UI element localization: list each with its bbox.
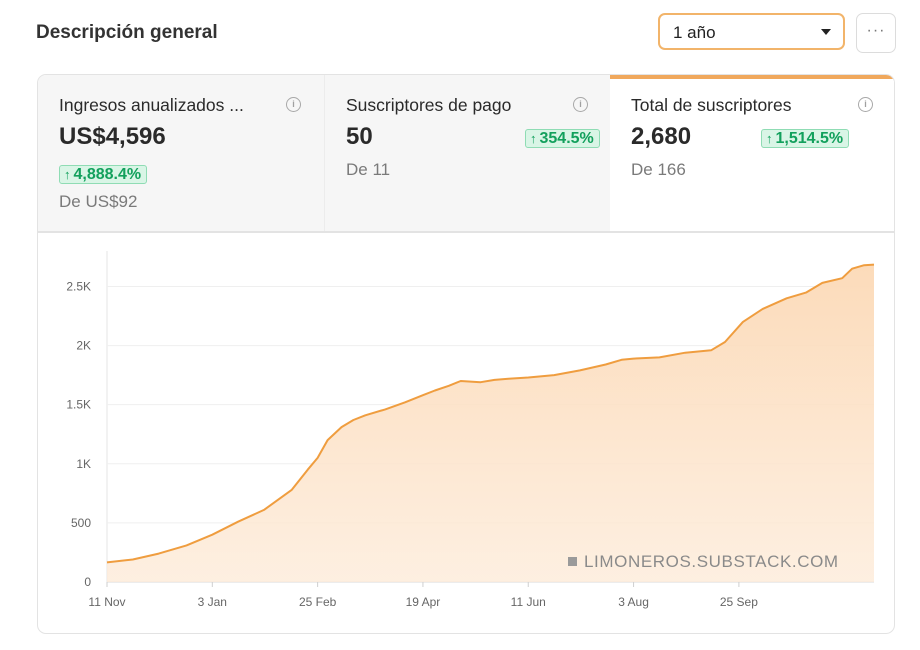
info-icon[interactable]: i (286, 97, 301, 112)
x-tick-label: 25 Feb (299, 595, 337, 609)
series-area (107, 264, 874, 582)
info-icon[interactable]: i (858, 97, 873, 112)
y-tick-label: 1.5K (66, 398, 91, 412)
stat-tab-total-subscribers[interactable]: Total de suscriptores i 2,680 ↑ 1,514.5% … (610, 75, 894, 231)
stat-label: Total de suscriptores (631, 95, 792, 115)
stat-label: Ingresos anualizados ... (59, 95, 244, 115)
y-tick-label: 2.5K (66, 279, 91, 293)
stat-value: 2,680 (631, 123, 692, 150)
substack-icon (568, 557, 577, 566)
period-select-value: 1 año (673, 23, 716, 42)
series-line (106, 263, 875, 564)
stat-previous: De 166 (631, 160, 686, 179)
x-tick-label: 3 Aug (618, 595, 649, 609)
change-badge: ↑ 4,888.4% (59, 165, 148, 184)
y-tick-label: 500 (71, 516, 91, 530)
stat-value: US$4,596 (59, 123, 166, 150)
arrow-up-icon: ↑ (766, 131, 773, 146)
change-value: 1,514.5% (775, 130, 844, 147)
period-select[interactable]: 1 año (658, 13, 845, 50)
y-tick-label: 1K (76, 457, 91, 471)
stat-previous: De US$92 (59, 192, 138, 211)
stat-tab-paid-subscribers[interactable]: Suscriptores de pago i 50 ↑ 354.5% De 11 (324, 75, 610, 231)
chevron-down-icon (821, 29, 831, 35)
change-value: 354.5% (539, 130, 594, 147)
page-title: Descripción general (36, 22, 218, 43)
x-tick-label: 11 Nov (88, 595, 125, 609)
divider (38, 231, 894, 233)
stat-previous: De 11 (346, 160, 391, 179)
x-tick-label: 25 Sep (720, 595, 758, 609)
arrow-up-icon: ↑ (530, 131, 537, 146)
subscribers-area-chart: 0 500 1K 1.5K 2K 2.5K 11 Nov 3 Jan 25 Feb 19 Apr 1… (66, 251, 875, 609)
stat-tab-annualized-revenue[interactable]: Ingresos anualizados ... i US$4,596 ↑ 4,8… (38, 75, 324, 231)
info-icon[interactable]: i (573, 97, 588, 112)
x-tick-label: 11 Jun (511, 595, 546, 609)
x-tick-label: 19 Apr (406, 595, 441, 609)
change-badge: ↑ 354.5% (525, 129, 600, 148)
watermark: LIMONEROS.SUBSTACK.COM (568, 552, 839, 572)
x-tick-label: 3 Jan (198, 595, 227, 609)
change-value: 4,888.4% (73, 166, 142, 183)
overview-card: Ingresos anualizados ... i US$4,596 ↑ 4,8… (37, 74, 895, 634)
change-badge: ↑ 1,514.5% (761, 129, 850, 148)
watermark-text: LIMONEROS.SUBSTACK.COM (584, 552, 839, 571)
more-options-button[interactable]: ··· (856, 13, 896, 53)
stat-label: Suscriptores de pago (346, 95, 512, 115)
y-tick-label: 2K (76, 339, 91, 353)
arrow-up-icon: ↑ (64, 167, 71, 182)
y-tick-label: 0 (84, 575, 91, 589)
stat-value: 50 (346, 123, 373, 150)
